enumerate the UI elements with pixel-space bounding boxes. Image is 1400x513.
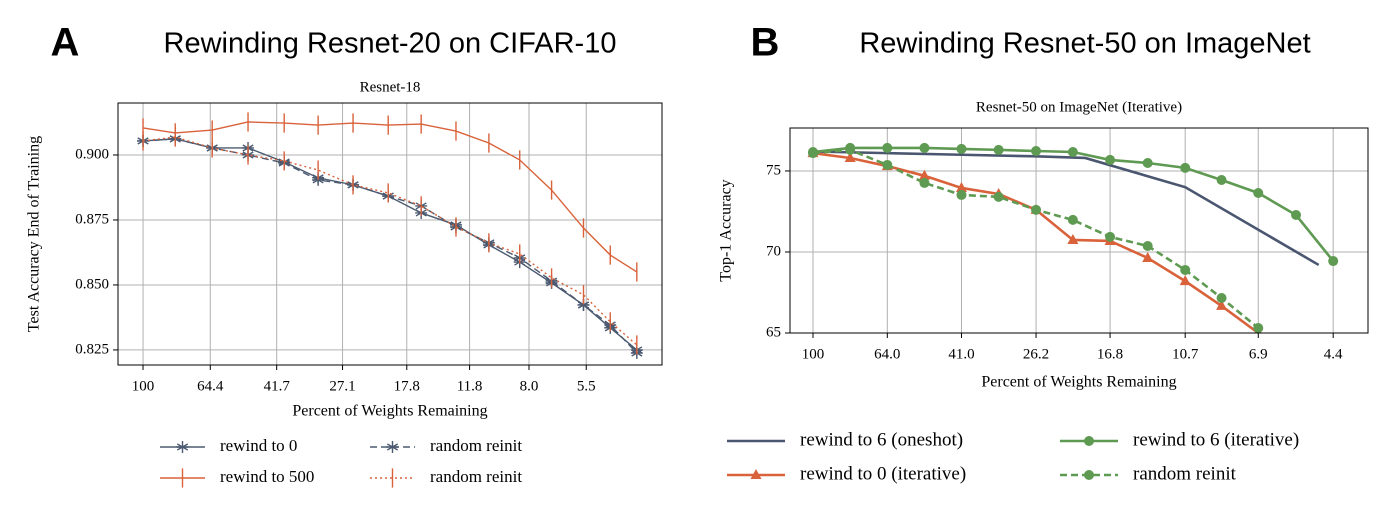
y-tick-label: 0.850: [75, 276, 109, 292]
x-tick-label: 8.0: [520, 378, 539, 394]
y-tick-label: 0.825: [75, 341, 109, 357]
legend-label: rewind to 0: [220, 436, 297, 455]
point: [918, 169, 930, 180]
y-tick-label: 0.900: [75, 146, 109, 162]
point: [882, 159, 893, 170]
x-tick-label: 16.8: [1097, 346, 1123, 362]
y-axis-label: Top-1 Accuracy: [718, 179, 735, 281]
series-line: [142, 138, 638, 351]
y-tick-label: 0.875: [75, 211, 109, 227]
point: [1328, 256, 1339, 267]
chart-title: Resnet-50 on ImageNet (Iterative): [976, 99, 1182, 115]
axes-frame: [117, 102, 663, 366]
point: [956, 143, 967, 154]
point: [956, 189, 967, 200]
point: [919, 142, 930, 153]
point: [845, 144, 856, 155]
x-tick-label: 27.1: [329, 378, 355, 394]
legend-label: random reinit: [430, 467, 522, 486]
point: [1031, 204, 1042, 215]
y-axis-label: Test Accuracy End of Training: [26, 136, 43, 332]
plot-area: [137, 112, 643, 360]
point: [955, 181, 967, 192]
point: [1179, 275, 1191, 286]
legend-marker: [750, 469, 762, 479]
point: [1067, 233, 1079, 244]
point: [1180, 264, 1191, 275]
point: [1253, 187, 1264, 198]
point: [1180, 162, 1191, 173]
x-tick-label: 64.4: [197, 378, 224, 394]
legend-label: rewind to 500: [220, 467, 314, 486]
x-tick-label: 26.2: [1023, 346, 1049, 362]
x-tick-label: 6.9: [1249, 346, 1268, 362]
point: [1142, 251, 1154, 262]
x-tick-label: 4.4: [1324, 346, 1343, 362]
axes-frame: [789, 127, 1369, 334]
point: [1142, 158, 1153, 169]
panel-heading: Rewinding Resnet-20 on CIFAR-10: [164, 28, 617, 60]
legend-label: random reinit: [430, 436, 522, 455]
x-tick-label: 41.7: [264, 378, 291, 394]
point: [1253, 322, 1264, 333]
legend-label: rewind to 6 (oneshot): [800, 429, 963, 450]
x-axis-label: Percent of Weights Remaining: [981, 374, 1176, 391]
point: [1105, 231, 1116, 242]
point: [919, 177, 930, 188]
legend-marker: [1084, 436, 1094, 446]
series-line: [142, 136, 638, 346]
panel-label: B: [751, 21, 780, 65]
series-line: [142, 138, 638, 354]
legend-label: rewind to 0 (iterative): [800, 463, 966, 484]
point: [577, 298, 590, 311]
point: [993, 191, 1004, 202]
x-tick-label: 10.7: [1172, 346, 1199, 362]
x-tick-label: 100: [802, 346, 825, 362]
point: [1216, 299, 1228, 310]
y-tick-label: 65: [766, 324, 781, 340]
point: [1031, 146, 1042, 157]
legend-marker: [386, 441, 399, 453]
point: [1142, 240, 1153, 251]
y-tick-label: 75: [766, 162, 781, 178]
x-tick-label: 100: [132, 378, 155, 394]
legend-marker: [1084, 470, 1094, 480]
panel-label: A: [51, 21, 80, 65]
y-tick-label: 70: [766, 243, 781, 259]
plot-area: [807, 142, 1339, 333]
point: [882, 142, 893, 153]
x-tick-label: 64.0: [874, 346, 900, 362]
series-line: [142, 121, 638, 273]
chart-title: Resnet-18: [360, 79, 421, 95]
point: [844, 151, 856, 162]
x-tick-label: 5.5: [577, 378, 596, 394]
point: [807, 148, 818, 159]
legend-label: random reinit: [1133, 463, 1237, 484]
x-axis-label: Percent of Weights Remaining: [292, 403, 487, 420]
point: [1067, 146, 1078, 157]
point: [1216, 175, 1227, 186]
x-tick-label: 11.8: [457, 378, 483, 394]
point: [1067, 214, 1078, 225]
legend-marker: [176, 441, 189, 453]
point: [1216, 292, 1227, 303]
point: [1105, 154, 1116, 165]
legend-label: rewind to 6 (iterative): [1133, 429, 1299, 450]
point: [993, 144, 1004, 155]
point: [1291, 210, 1302, 221]
point: [312, 173, 325, 186]
panel-heading: Rewinding Resnet-50 on ImageNet: [859, 28, 1310, 60]
x-tick-label: 41.0: [948, 346, 974, 362]
x-tick-label: 17.8: [394, 378, 420, 394]
series-line: [812, 150, 1320, 267]
